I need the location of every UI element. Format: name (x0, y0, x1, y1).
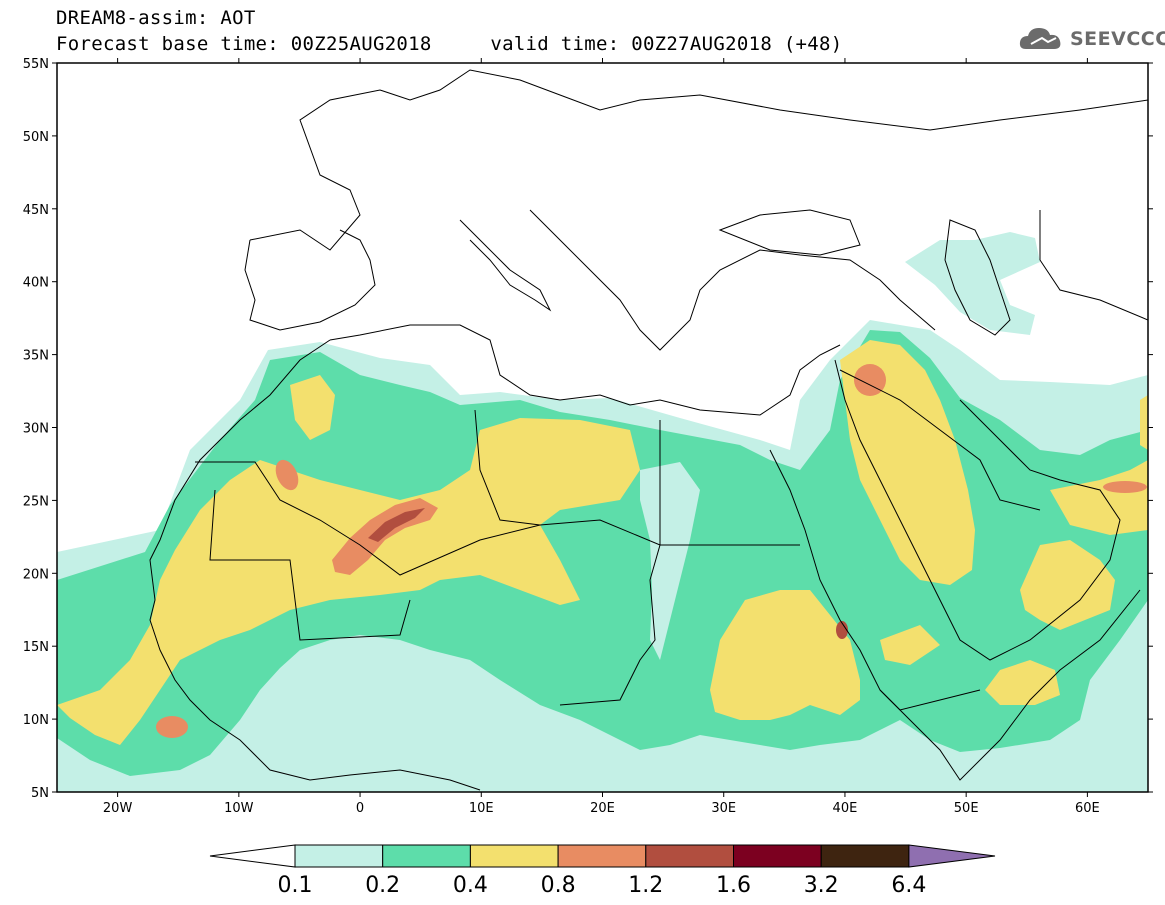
colorbar-swatch (733, 844, 822, 868)
colorbar-arrow-low (209, 844, 296, 868)
lat-label: 35N (23, 349, 49, 364)
forecast-time-line: Forecast base time: 00Z25AUG2018 valid t… (56, 33, 843, 55)
aot-field-0.1 (905, 232, 1040, 335)
lon-label: 30E (711, 801, 736, 816)
aot-field-0.8 (854, 364, 886, 396)
colorbar-arrow-high (908, 844, 996, 868)
seevccc-logo: SEEVCCC (1018, 22, 1165, 56)
lon-label: 10E (469, 801, 494, 816)
colorbar-label: 1.6 (716, 873, 751, 898)
lat-label: 40N (23, 276, 49, 291)
aot-field-0.8 (275, 459, 299, 491)
colorbar-label: 3.2 (804, 873, 839, 898)
lat-label: 10N (23, 713, 49, 728)
border-middle-east (1039, 210, 1148, 321)
coastline-caspian (944, 219, 1011, 336)
lat-label: 50N (23, 130, 49, 145)
map-title: DREAM8-assim: AOT (56, 7, 256, 29)
coastline-black-sea (718, 209, 861, 256)
aot-field-0.4 (710, 590, 860, 720)
aot-field-0.2 (640, 462, 700, 660)
lat-label: 30N (23, 422, 49, 437)
coastline-italy (459, 219, 552, 312)
aot-field-0.4 (1020, 540, 1115, 630)
coastlines (149, 69, 1148, 791)
aot-field-0.2 (57, 330, 1148, 776)
coastline-north-africa (329, 324, 841, 416)
colorbar: 0.1 0.2 0.4 0.8 1.2 1.6 3.2 6.4 (209, 844, 996, 898)
lon-label: 0 (356, 801, 364, 816)
coastline-horn (879, 589, 1141, 781)
aot-field-0.4 (290, 375, 335, 440)
colorbar-swatch (820, 844, 910, 868)
colorbar-swatch (645, 844, 734, 868)
aot-field-0.4 (57, 418, 640, 745)
aot-field-0.8 (156, 716, 188, 738)
border-africa (195, 461, 800, 576)
aot-field-1.2 (368, 508, 425, 542)
cloud-icon (1019, 28, 1061, 49)
colorbar-swatch (294, 844, 384, 868)
aot-field-0.8 (1103, 481, 1147, 493)
border-middle-east (839, 369, 1041, 511)
lon-label: 20E (590, 801, 615, 816)
lat-label: 55N (23, 57, 49, 72)
colorbar-swatch (469, 844, 559, 868)
border-africa (474, 409, 541, 526)
colorbar-label: 1.2 (628, 873, 663, 898)
logo-text: SEEVCCC (1070, 28, 1165, 50)
coastline-red-sea (769, 449, 981, 711)
lon-label: 50E (954, 801, 979, 816)
colorbar-swatch (382, 844, 471, 868)
lon-label: 40E (833, 801, 858, 816)
aot-field-0.1 (57, 320, 1148, 792)
map-frame (56, 62, 1149, 793)
coastline-west-africa (149, 339, 481, 791)
colorbar-swatch (557, 844, 647, 868)
aot-field-0.4 (880, 625, 940, 665)
lat-label: 20N (23, 567, 49, 582)
lat-label: 15N (23, 640, 49, 655)
coastline-europe (249, 69, 1148, 251)
lon-label: 10W (224, 801, 254, 816)
aot-field-0.4 (1140, 395, 1148, 450)
aot-field-0.4 (840, 340, 975, 585)
border-africa (209, 489, 411, 641)
colorbar-label: 0.1 (278, 873, 313, 898)
coastline-arabia (834, 359, 1121, 661)
aot-field-0.4 (985, 660, 1060, 705)
colorbar-label: 0.4 (453, 873, 488, 898)
colorbar-label: 6.4 (891, 873, 926, 898)
lat-label: 5N (31, 786, 49, 801)
aot-field-1.2 (836, 621, 848, 639)
colorbar-label: 0.8 (541, 873, 576, 898)
aot-field-0.4 (1050, 460, 1148, 535)
coastline-balkans (529, 209, 936, 351)
aot-field-0.8 (332, 498, 438, 575)
map-axes: 55N 50N 45N 40N 35N 30N 25N 20N 15N 10N 5N 20W 10W 0 1… (23, 57, 1153, 816)
lon-label: 20W (103, 801, 133, 816)
lat-label: 45N (23, 203, 49, 218)
coastline-iberia (244, 229, 376, 331)
aot-fields (57, 232, 1148, 792)
lat-label: 25N (23, 494, 49, 509)
colorbar-label: 0.2 (365, 873, 400, 898)
lon-label: 60E (1075, 801, 1100, 816)
border-africa (559, 420, 661, 706)
